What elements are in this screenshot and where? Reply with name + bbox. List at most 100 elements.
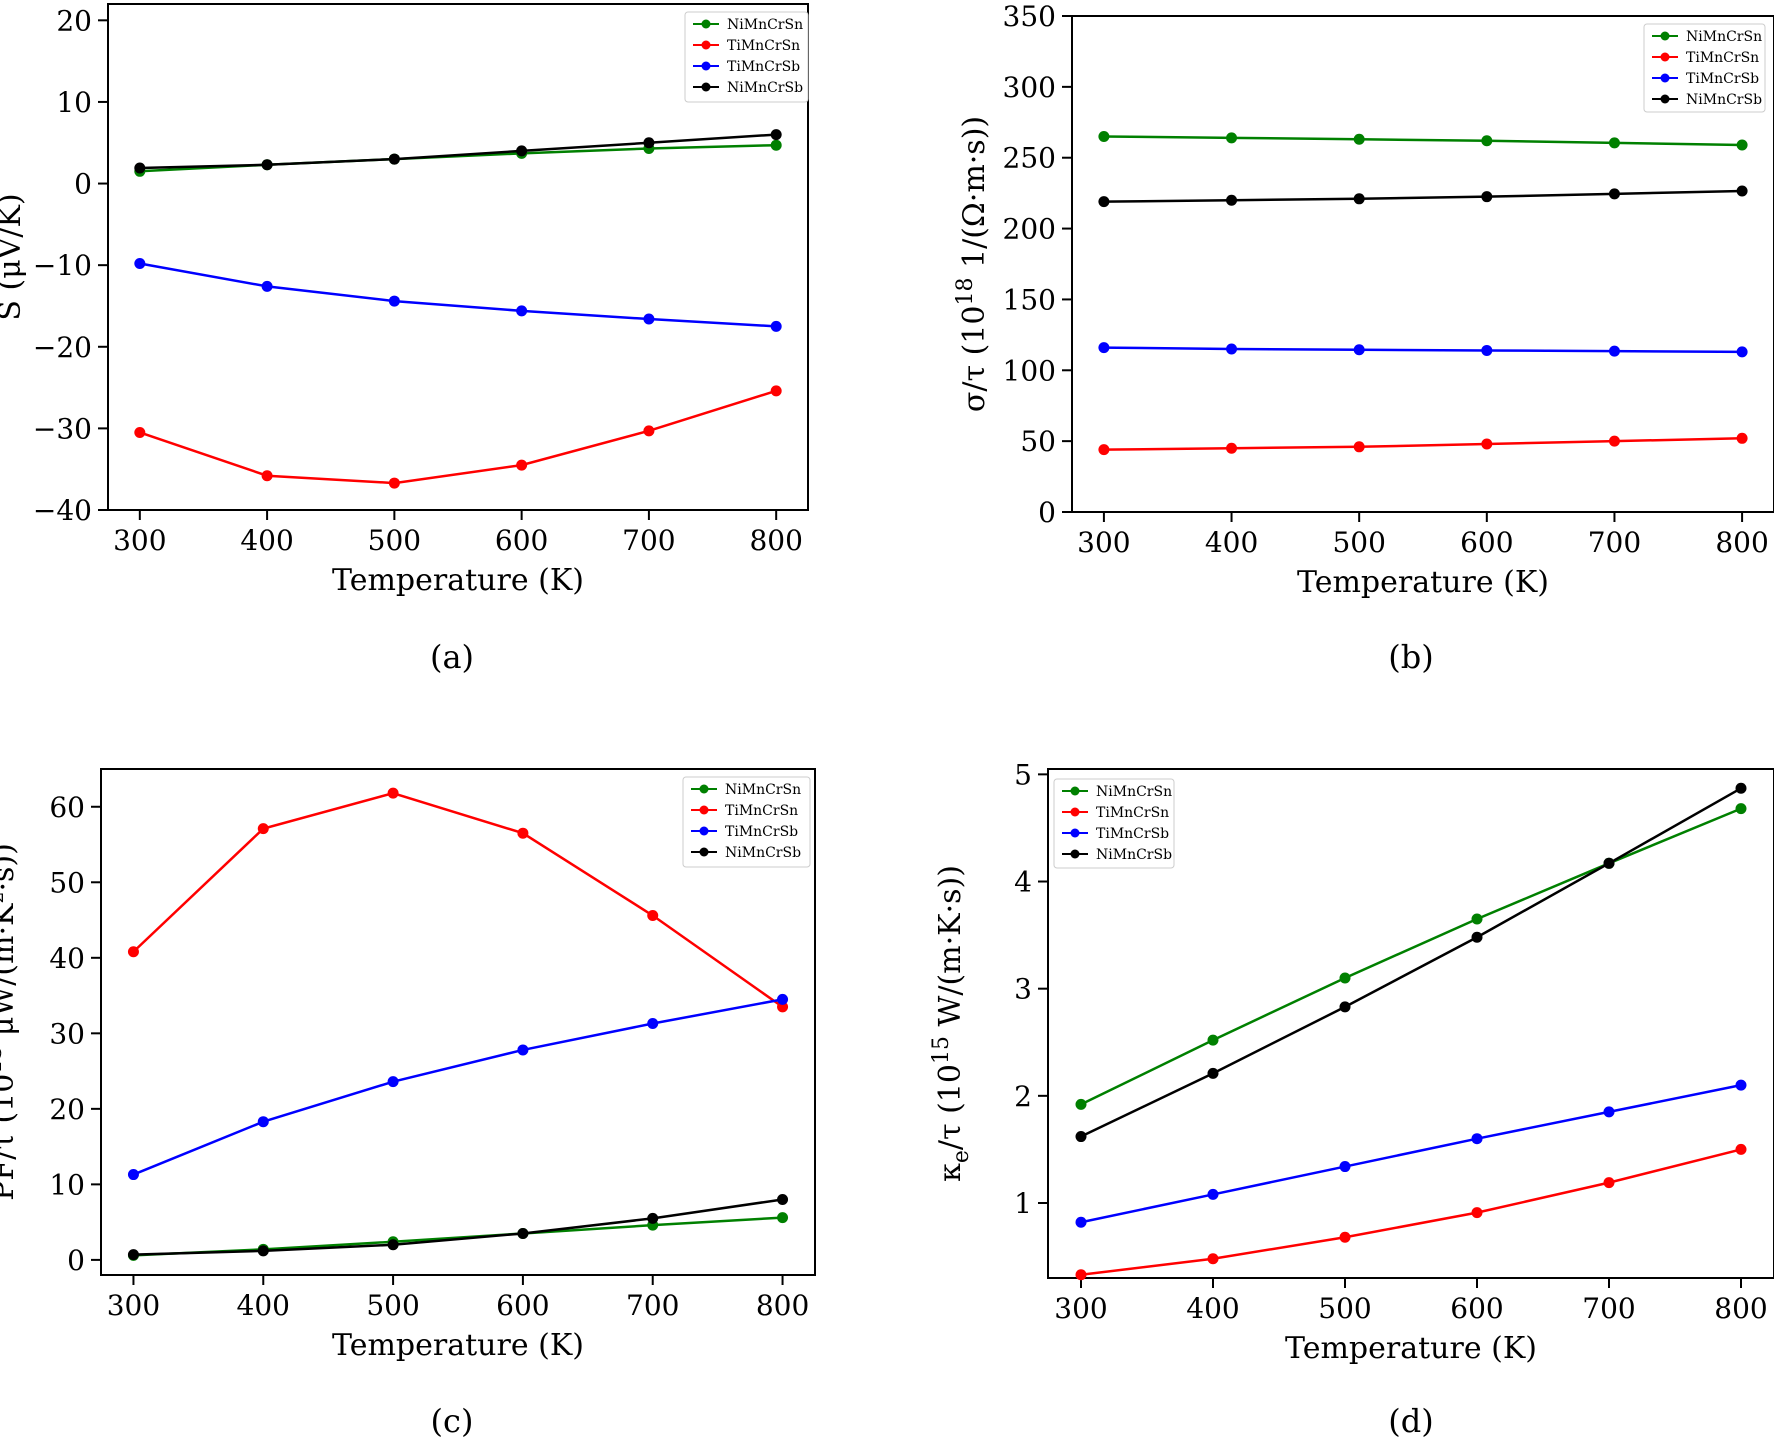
series-line-timncrsb: [1080, 1083, 1742, 1224]
data-point-timncrsb: [257, 1116, 269, 1128]
series-line-nimncrsn: [133, 1216, 783, 1257]
legend-label: NiMnCrSn: [727, 17, 803, 33]
legend-label: TiMnCrSn: [725, 803, 798, 819]
x-tick-label: 600: [495, 524, 548, 557]
legend-label: TiMnCrSn: [727, 38, 800, 54]
y-axis-label-part: /τ (10: [933, 1064, 968, 1150]
data-point-timncrsb: [1481, 344, 1493, 356]
data-point-nimncrsn: [1226, 132, 1238, 144]
legend-box: [1053, 778, 1175, 869]
legend-swatch-marker: [701, 82, 711, 92]
data-point-timncrsn: [517, 827, 529, 839]
panel-caption: (b): [1388, 638, 1433, 676]
legend-swatch-marker: [699, 847, 709, 857]
chart-panel-c: 300 400 500 600 700 800 0 10 20 30 40 50 60 Temperatu…: [0, 768, 816, 1440]
legend-label: TiMnCrSb: [725, 824, 798, 840]
data-point-timncrsn: [127, 946, 139, 958]
legend: NiMnCrSn TiMnCrSn TiMnCrSb NiMnCrSb: [1053, 778, 1175, 869]
x-tick-label: 400: [1186, 1292, 1239, 1325]
data-point-nimncrsb: [1098, 196, 1110, 208]
y-axis-label-part: μW/(m·K²·s)): [0, 843, 21, 1045]
data-point-timncrsn: [1075, 1269, 1087, 1281]
x-tick-label: 400: [240, 524, 293, 557]
data-point-nimncrsn: [770, 139, 782, 151]
data-point-nimncrsb: [1471, 931, 1483, 943]
data-point-timncrsb: [1471, 1133, 1483, 1145]
data-point-nimncrsb: [517, 1227, 529, 1239]
legend-label: NiMnCrSn: [1096, 784, 1172, 800]
data-point-timncrsn: [1603, 1177, 1615, 1189]
data-point-timncrsn: [1353, 441, 1365, 453]
y-axis-label-part: W/(m·K·s)): [933, 865, 968, 1036]
series-line-nimncrsn: [1080, 807, 1742, 1106]
panel-caption: (d): [1388, 1402, 1433, 1440]
x-tick-label: 400: [1205, 526, 1258, 559]
y-tick-label: 0: [74, 168, 92, 201]
y-tick-label: 5: [1014, 758, 1032, 791]
chart-panel-a: 300 400 500 600 700 800 −40 −30 −20 −10 0 10 20 Tempe…: [0, 3, 809, 676]
series-line-timncrsn: [1080, 1148, 1742, 1277]
series-line-timncrsn: [139, 389, 777, 485]
y-tick-label: 30: [49, 1017, 85, 1050]
data-point-timncrsb: [388, 295, 400, 307]
y-axis-label-part: 18: [953, 278, 978, 306]
data-point-timncrsn: [1481, 438, 1493, 450]
legend-swatch-marker: [699, 805, 709, 815]
y-tick-label: −10: [33, 249, 92, 282]
x-tick-label: 700: [622, 524, 675, 557]
x-tick-label: 500: [368, 524, 421, 557]
series-line-timncrsb: [132, 998, 783, 1176]
data-point-timncrsb: [517, 1044, 529, 1056]
y-axis-label: S (μV/K): [0, 193, 28, 320]
data-point-timncrsn: [643, 425, 655, 437]
data-point-nimncrsb: [257, 1245, 269, 1257]
data-point-timncrsn: [1736, 432, 1748, 444]
legend-swatch-marker: [1660, 31, 1670, 41]
legend-swatch-marker: [1660, 52, 1670, 62]
y-tick-label: 40: [49, 942, 85, 975]
data-point-nimncrsb: [777, 1193, 789, 1205]
data-point-timncrsn: [257, 823, 269, 835]
legend-swatch-marker: [699, 784, 709, 794]
data-point-timncrsb: [134, 258, 146, 270]
x-axis-label: Temperature (K): [1285, 1331, 1537, 1366]
data-point-timncrsn: [1098, 444, 1110, 456]
y-tick-label: 10: [49, 1168, 85, 1201]
legend-swatch-marker: [1070, 828, 1080, 838]
legend-label: NiMnCrSb: [725, 845, 801, 861]
legend-box: [684, 11, 809, 103]
legend-box: [1643, 23, 1766, 113]
data-point-nimncrsn: [1481, 135, 1493, 147]
x-tick-label: 800: [756, 1289, 809, 1322]
data-point-timncrsb: [516, 305, 528, 317]
legend-label: NiMnCrSn: [1686, 29, 1762, 45]
x-tick-label: 800: [1714, 1292, 1767, 1325]
y-axis-label-part: S (μV/K): [0, 193, 28, 320]
data-point-timncrsb: [261, 280, 273, 292]
data-point-nimncrsb: [134, 162, 146, 174]
y-tick-label: 150: [1003, 283, 1056, 316]
x-tick-label: 600: [1460, 526, 1513, 559]
x-tick-label: 300: [1054, 1292, 1107, 1325]
data-point-nimncrsb: [1339, 1001, 1351, 1013]
data-point-nimncrsb: [1735, 782, 1747, 794]
data-point-timncrsb: [1098, 342, 1110, 354]
data-point-nimncrsb: [1226, 194, 1238, 206]
data-point-nimncrsn: [1207, 1034, 1219, 1046]
x-axis-label: Temperature (K): [332, 1328, 584, 1363]
data-point-nimncrsb: [388, 153, 400, 165]
x-tick-label: 300: [1077, 526, 1130, 559]
y-tick-label: 60: [49, 791, 85, 824]
data-point-timncrsn: [261, 470, 273, 482]
y-tick-label: 350: [1003, 0, 1056, 33]
legend-swatch-marker: [1070, 786, 1080, 796]
x-tick-label: 600: [1450, 1292, 1503, 1325]
legend-swatch-marker: [699, 826, 709, 836]
data-point-timncrsb: [1207, 1188, 1219, 1200]
y-axis-label-part: 15: [929, 1036, 954, 1064]
x-tick-label: 300: [113, 524, 166, 557]
data-point-timncrsb: [770, 320, 782, 332]
data-point-timncrsb: [1603, 1106, 1615, 1118]
data-point-timncrsb: [1608, 345, 1620, 357]
